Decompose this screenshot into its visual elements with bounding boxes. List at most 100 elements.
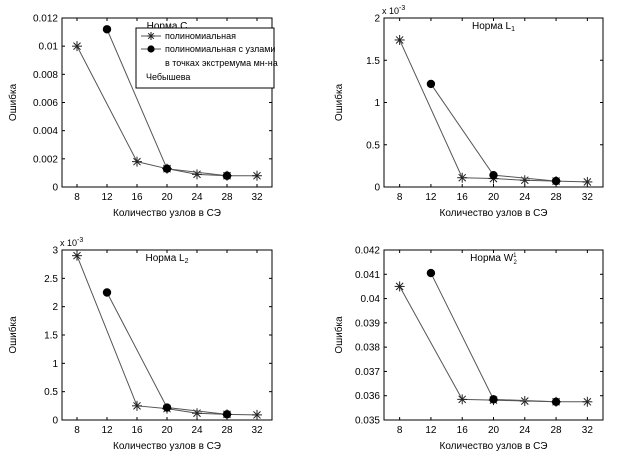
dot-marker <box>489 395 498 404</box>
y-exponent-label: x 10-3 <box>60 237 83 248</box>
y-tick-label: 0.039 <box>355 318 380 329</box>
x-tick-label: 16 <box>131 425 143 436</box>
y-tick-label: 0.042 <box>355 246 380 257</box>
x-tick-label: 28 <box>551 192 563 203</box>
star-marker <box>132 400 142 411</box>
chart-title-sup: 1 <box>513 253 517 259</box>
series-line-1 <box>399 39 588 183</box>
star-marker <box>252 409 262 420</box>
y-tick-label: 0 <box>52 416 58 427</box>
y-exponent-label: x 10-3 <box>382 5 405 16</box>
star-marker <box>252 170 262 181</box>
x-tick-label: 32 <box>251 192 263 203</box>
chart-title-sub: 2 <box>514 260 518 266</box>
legend-entry-1: полиномиальная <box>165 31 236 41</box>
x-axis-label: Количество узлов в СЭ <box>113 208 221 219</box>
x-tick-label: 16 <box>131 192 143 203</box>
star-marker <box>519 175 530 186</box>
y-exponent-power: -3 <box>399 5 405 12</box>
y-tick-label: 0.036 <box>355 391 380 402</box>
x-tick-label: 20 <box>488 192 500 203</box>
y-tick-label: 0.037 <box>355 367 380 378</box>
y-axis-label: Ошибка <box>7 316 19 354</box>
chart-title-sub: 1 <box>511 26 515 33</box>
legend-entry-2-line-1: полиномиальная с узлами <box>165 44 275 54</box>
dot-marker <box>551 176 561 186</box>
x-tick-label: 28 <box>221 425 233 436</box>
dot-marker <box>162 403 172 412</box>
x-tick-label: 24 <box>519 425 531 436</box>
y-tick-label: 2 <box>374 14 380 25</box>
legend-entry-2-line-2: в точках экстремума мн-на <box>165 58 278 68</box>
x-tick-label: 8 <box>74 425 80 436</box>
star-marker <box>72 250 82 261</box>
dot-marker <box>426 268 436 278</box>
x-tick-label: 16 <box>457 425 469 436</box>
y-tick-label: 1.5 <box>44 331 58 342</box>
plot-area <box>383 17 604 188</box>
y-axis-label: Ошибка <box>333 316 345 354</box>
star-marker <box>457 394 468 405</box>
star-marker <box>457 172 468 183</box>
x-tick-label: 12 <box>101 425 113 436</box>
x-tick-label: 24 <box>191 192 203 203</box>
y-tick-label: 3 <box>52 246 58 257</box>
y-tick-label: 0.038 <box>355 343 380 354</box>
star-marker <box>192 408 202 419</box>
x-tick-label: 12 <box>101 192 113 203</box>
y-tick-label: 0.012 <box>33 14 58 25</box>
star-marker <box>394 281 405 292</box>
x-tick-label: 28 <box>221 192 233 203</box>
y-tick-label: 2 <box>52 302 58 313</box>
y-axis-label: Ошибка <box>333 83 345 121</box>
dot-marker <box>222 171 232 180</box>
y-exponent-power: -3 <box>77 237 83 244</box>
chart-panel-3: 8 12 16 20 24 28 32 0 0.5 1 1.5 2 2.5 3x 10-3 Норма L2… <box>7 237 273 452</box>
x-tick-label: 8 <box>397 425 403 436</box>
star-marker <box>582 396 593 407</box>
legend: полиномиальная полиномиальная с узлами в т… <box>135 27 278 89</box>
legend-dot-marker <box>147 45 155 53</box>
x-tick-label: 8 <box>397 192 403 203</box>
y-tick-label: 0.008 <box>33 70 58 81</box>
x-tick-label: 24 <box>519 192 531 203</box>
x-tick-label: 28 <box>551 425 563 436</box>
y-axis-label: Ошибка <box>7 83 19 121</box>
x-tick-label: 8 <box>74 192 80 203</box>
star-marker <box>394 34 405 45</box>
x-tick-label: 20 <box>161 425 173 436</box>
chart-panel-4: 8 12 16 20 24 28 32 0.035 0.036 0.037 0.038 0.039 0.… <box>333 246 604 452</box>
y-tick-label: 0.035 <box>355 416 380 427</box>
x-tick-label: 16 <box>457 192 469 203</box>
dot-marker <box>222 410 232 419</box>
dot-marker <box>102 25 112 34</box>
chart-panel-2: 8 12 16 20 24 28 32 0 0.5 1 1.5 2x 10-3 Норма L1 Коли… <box>333 5 604 219</box>
y-tick-label: 0 <box>52 183 58 194</box>
y-tick-label: 0.004 <box>33 126 58 137</box>
x-axis-label: Количество узлов в СЭ <box>440 208 548 219</box>
x-tick-label: 20 <box>161 192 173 203</box>
x-tick-label: 32 <box>582 425 594 436</box>
y-tick-label: 2.5 <box>44 274 58 285</box>
y-tick-label: 1 <box>374 98 380 109</box>
x-tick-label: 12 <box>425 425 437 436</box>
star-marker <box>72 41 82 52</box>
chart-title: Норма W1 2 <box>470 253 517 266</box>
y-tick-label: 0.5 <box>366 140 380 151</box>
y-tick-label: 0.041 <box>355 270 380 281</box>
x-axis-label: Количество узлов в СЭ <box>113 441 221 452</box>
dot-marker <box>162 164 172 173</box>
x-tick-label: 32 <box>251 425 263 436</box>
chart-title-sub: 2 <box>185 258 189 265</box>
x-tick-label: 24 <box>191 425 203 436</box>
star-marker <box>132 156 142 167</box>
series-line-2 <box>430 83 557 182</box>
x-axis-label: Количество узлов в СЭ <box>440 441 548 452</box>
series-line-1 <box>76 255 258 416</box>
dot-marker <box>102 288 112 297</box>
legend-entry-2-line-3: Чебышева <box>146 72 190 82</box>
plot-area <box>61 249 273 421</box>
y-tick-label: 0.5 <box>44 387 58 398</box>
